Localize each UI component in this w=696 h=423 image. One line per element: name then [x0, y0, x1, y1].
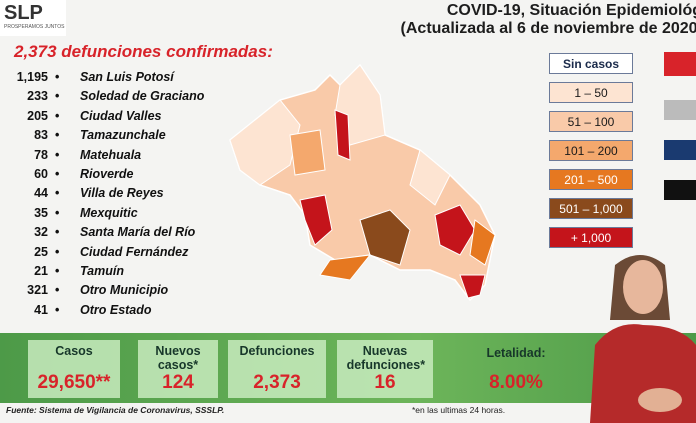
bullet: •	[55, 244, 60, 259]
map-region	[299, 194, 333, 246]
subtitle: 2,373 defunciones confirmadas:	[14, 42, 273, 61]
source: Fuente: Sistema de Vigilancia de Coronav…	[6, 405, 225, 415]
legend-item: 101 – 200	[549, 140, 633, 161]
municipality: Tamazunchale	[80, 128, 166, 143]
bullet: •	[55, 205, 60, 220]
count: 25	[34, 244, 48, 259]
stat-label: Letalidad:	[486, 346, 546, 360]
stat-value: 16	[374, 372, 396, 393]
legend-item: 1 – 50	[549, 82, 633, 103]
title: COVID-19, Situación Epidemiológ (Actualiz…	[401, 2, 696, 38]
municipality: Villa de Reyes	[80, 186, 164, 201]
count: 41	[34, 302, 48, 317]
map-region	[409, 149, 451, 206]
map-region	[289, 129, 326, 176]
bullet: •	[55, 283, 60, 298]
stat-box: Letalidad: 8.00%	[442, 340, 590, 398]
stat-box: Defunciones 2,373	[228, 340, 326, 398]
count: 78	[34, 147, 48, 162]
logo: SLP	[4, 2, 43, 24]
legend-item: 51 – 100	[549, 111, 633, 132]
legend-item: Sin casos	[549, 53, 633, 74]
bullet: •	[55, 147, 60, 162]
bullet: •	[55, 167, 60, 181]
legend-item: 201 – 500	[549, 169, 633, 190]
side-box	[664, 52, 696, 76]
municipality: Santa María del Río	[80, 225, 196, 240]
municipality: Mexquitic	[80, 205, 138, 220]
title-line: (Actualizada al 6 de noviembre de 2020,	[400, 20, 696, 37]
map-region	[319, 254, 372, 281]
map-region	[229, 99, 301, 186]
count: 83	[34, 128, 48, 143]
stat-value: 8.00%	[489, 372, 543, 393]
bullet: •	[55, 264, 60, 278]
map-region	[359, 209, 411, 266]
municipality: Ciudad Valles	[80, 108, 162, 123]
count: 32	[34, 225, 48, 240]
bullet: •	[55, 225, 60, 240]
stat-label: Casos	[55, 344, 93, 358]
map-region	[459, 274, 486, 299]
stat-value: 2,373	[253, 372, 301, 393]
logo-box: SLP PROSPERAMOS JUNTOS	[0, 0, 66, 36]
count: 1,195	[16, 70, 48, 84]
municipality: San Luis Potosí	[80, 70, 174, 84]
map-region	[434, 204, 476, 256]
map-region	[334, 109, 351, 161]
stat-box: Nuevas defunciones* 16	[337, 340, 433, 398]
municipality: Otro Estado	[80, 302, 152, 317]
count: 321	[27, 283, 48, 298]
bullet: •	[55, 108, 60, 123]
hand	[638, 388, 682, 412]
interpreter	[590, 255, 696, 423]
count: 44	[34, 186, 48, 201]
logo-sub: PROSPERAMOS JUNTOS	[4, 24, 65, 30]
bullet: •	[55, 70, 60, 84]
municipality: Otro Municipio	[80, 283, 169, 298]
legend-item: + 1,000	[549, 227, 633, 248]
stat-label: Nuevas defunciones*	[346, 344, 426, 372]
municipality: Rioverde	[80, 167, 134, 181]
stat-value: 29,650**	[37, 372, 111, 393]
side-box	[664, 100, 696, 120]
count: 233	[27, 89, 48, 104]
stat-box: Casos 29,650**	[28, 340, 120, 398]
side-box	[664, 180, 696, 200]
municipality: Tamuín	[80, 264, 124, 278]
stat-label: Defunciones	[239, 344, 315, 358]
bullet: •	[55, 186, 60, 201]
title-line: COVID-19, Situación Epidemiológ	[446, 2, 696, 19]
stat-box: Nuevos casos* 124	[138, 340, 218, 398]
count: 35	[34, 205, 48, 220]
count: 60	[34, 167, 48, 181]
municipality: Matehuala	[80, 147, 142, 162]
side-box	[664, 140, 696, 160]
map	[229, 63, 496, 302]
bullet: •	[55, 89, 60, 104]
note: *en las ultimas 24 horas.	[412, 405, 506, 415]
legend-item: 501 – 1,000	[549, 198, 633, 219]
municipality: Soledad de Graciano	[80, 89, 205, 104]
map-region	[469, 219, 496, 266]
count: 21	[34, 264, 48, 278]
shirt	[590, 324, 696, 423]
bullet: •	[55, 302, 60, 317]
bullet: •	[55, 128, 60, 143]
count: 205	[27, 108, 48, 123]
stat-label: Nuevos casos*	[155, 344, 201, 372]
face	[623, 260, 663, 314]
stat-value: 124	[162, 372, 194, 393]
municipality: Ciudad Fernández	[80, 244, 189, 259]
